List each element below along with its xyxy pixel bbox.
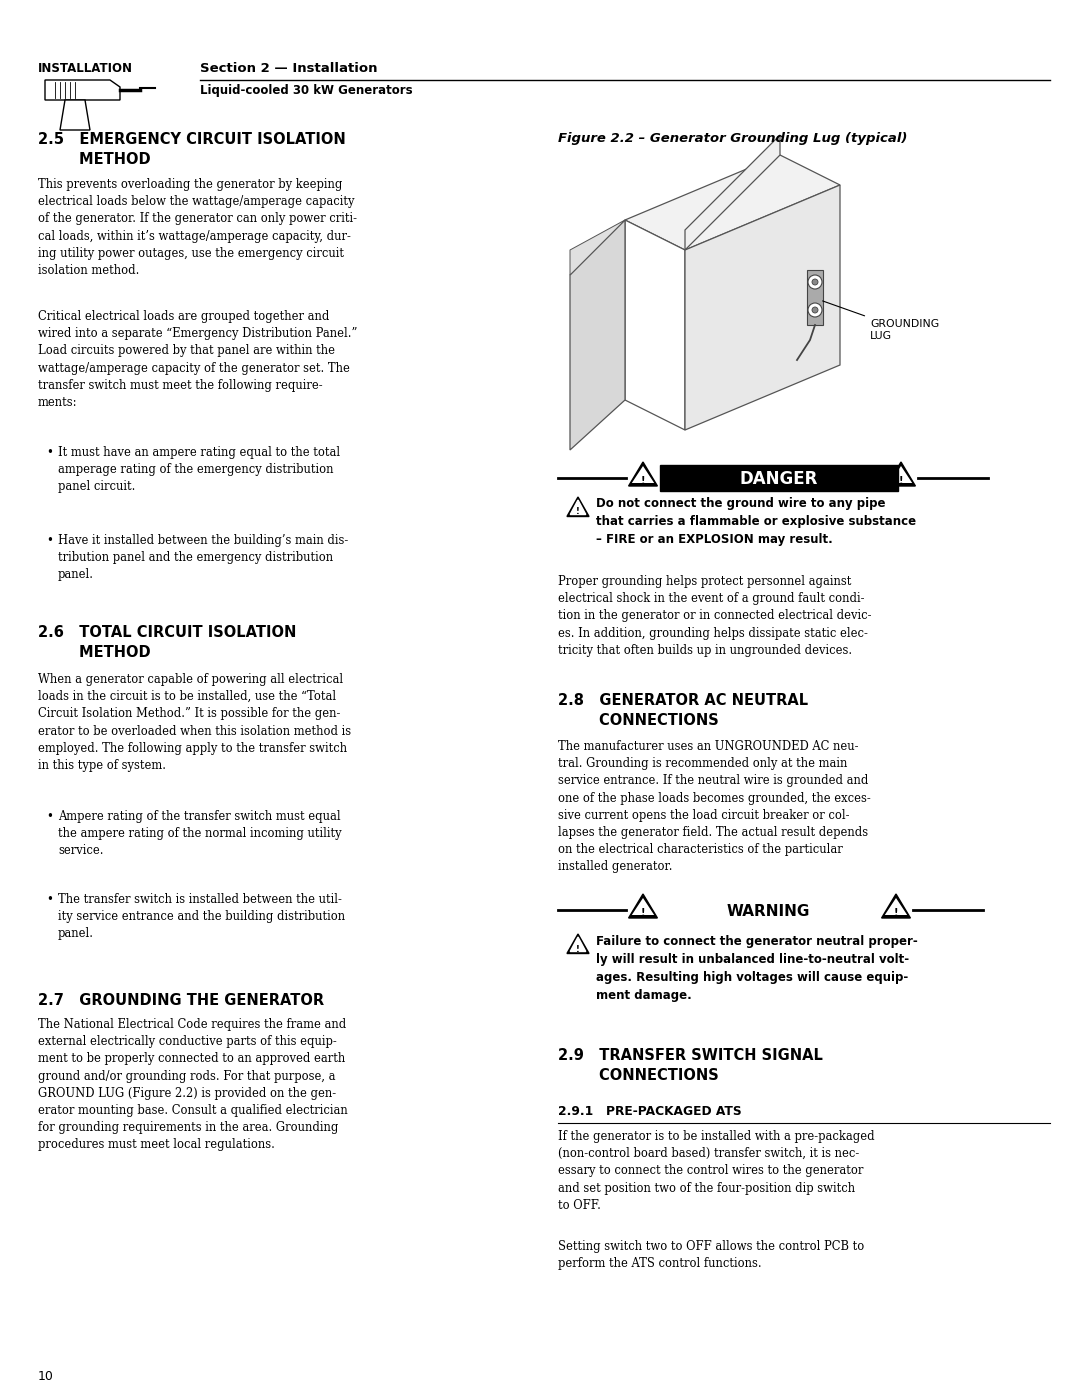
Text: Proper grounding helps protect personnel against
electrical shock in the event o: Proper grounding helps protect personnel…	[558, 576, 872, 657]
Text: Have it installed between the building’s main dis-
tribution panel and the emerg: Have it installed between the building’s…	[58, 534, 348, 581]
Text: •: •	[46, 893, 53, 907]
Text: Ampere rating of the transfer switch must equal
the ampere rating of the normal : Ampere rating of the transfer switch mus…	[58, 810, 341, 858]
Text: CONNECTIONS: CONNECTIONS	[558, 712, 719, 728]
Text: •: •	[46, 534, 53, 548]
Text: 2.9   TRANSFER SWITCH SIGNAL: 2.9 TRANSFER SWITCH SIGNAL	[558, 1048, 823, 1063]
Polygon shape	[632, 898, 654, 915]
Polygon shape	[570, 219, 625, 275]
Text: !: !	[899, 476, 903, 486]
Text: 2.5   EMERGENCY CIRCUIT ISOLATION: 2.5 EMERGENCY CIRCUIT ISOLATION	[38, 131, 346, 147]
Circle shape	[808, 303, 822, 317]
Text: WARNING: WARNING	[727, 904, 810, 919]
Text: !: !	[640, 476, 645, 486]
Text: !: !	[894, 908, 899, 918]
Polygon shape	[629, 462, 658, 486]
Polygon shape	[807, 270, 823, 326]
Polygon shape	[685, 184, 840, 430]
Text: 10: 10	[38, 1370, 54, 1383]
Polygon shape	[60, 101, 90, 130]
Polygon shape	[885, 898, 907, 915]
Polygon shape	[890, 467, 913, 483]
Text: Section 2 — Installation: Section 2 — Installation	[200, 61, 378, 75]
Text: CONNECTIONS: CONNECTIONS	[558, 1067, 719, 1083]
Text: •: •	[46, 446, 53, 460]
Circle shape	[812, 307, 818, 313]
Text: Failure to connect the generator neutral proper-
ly will result in unbalanced li: Failure to connect the generator neutral…	[596, 935, 918, 1002]
Text: 2.8   GENERATOR AC NEUTRAL: 2.8 GENERATOR AC NEUTRAL	[558, 693, 808, 708]
Polygon shape	[570, 937, 585, 951]
Polygon shape	[570, 219, 625, 450]
Text: METHOD: METHOD	[38, 152, 150, 168]
Text: Figure 2.2 – Generator Grounding Lug (typical): Figure 2.2 – Generator Grounding Lug (ty…	[558, 131, 907, 145]
Text: The manufacturer uses an UNGROUNDED AC neu-
tral. Grounding is recommended only : The manufacturer uses an UNGROUNDED AC n…	[558, 740, 870, 873]
Circle shape	[812, 279, 818, 285]
Text: Do not connect the ground wire to any pipe
that carries a flammable or explosive: Do not connect the ground wire to any pi…	[596, 497, 916, 546]
Polygon shape	[632, 467, 654, 483]
Text: GROUNDING
LUG: GROUNDING LUG	[823, 300, 940, 341]
Polygon shape	[887, 462, 916, 486]
Polygon shape	[567, 497, 589, 517]
Polygon shape	[685, 136, 780, 250]
Text: •: •	[46, 810, 53, 823]
Polygon shape	[625, 219, 685, 430]
Polygon shape	[567, 935, 589, 954]
Polygon shape	[570, 500, 585, 514]
Text: DANGER: DANGER	[740, 469, 819, 488]
Polygon shape	[629, 894, 658, 918]
Polygon shape	[45, 80, 120, 101]
Text: This prevents overloading the generator by keeping
electrical loads below the wa: This prevents overloading the generator …	[38, 177, 357, 277]
Polygon shape	[625, 155, 840, 250]
Text: METHOD: METHOD	[38, 645, 150, 659]
Text: The National Electrical Code requires the frame and
external electrically conduc: The National Electrical Code requires th…	[38, 1018, 348, 1151]
Text: If the generator is to be installed with a pre-packaged
(non-control board based: If the generator is to be installed with…	[558, 1130, 875, 1211]
Polygon shape	[881, 894, 910, 918]
Text: 2.7   GROUNDING THE GENERATOR: 2.7 GROUNDING THE GENERATOR	[38, 993, 324, 1009]
Text: When a generator capable of powering all electrical
loads in the circuit is to b: When a generator capable of powering all…	[38, 673, 351, 773]
Text: The transfer switch is installed between the util-
ity service entrance and the : The transfer switch is installed between…	[58, 893, 346, 940]
Text: It must have an ampere rating equal to the total
amperage rating of the emergenc: It must have an ampere rating equal to t…	[58, 446, 340, 493]
Text: !: !	[576, 507, 580, 517]
Text: 2.9.1   PRE-PACKAGED ATS: 2.9.1 PRE-PACKAGED ATS	[558, 1105, 742, 1118]
Text: INSTALLATION: INSTALLATION	[38, 61, 133, 75]
Text: Setting switch two to OFF allows the control PCB to
perform the ATS control func: Setting switch two to OFF allows the con…	[558, 1241, 864, 1270]
Text: Liquid-cooled 30 kW Generators: Liquid-cooled 30 kW Generators	[200, 84, 413, 96]
Text: !: !	[640, 908, 645, 918]
Text: 2.6   TOTAL CIRCUIT ISOLATION: 2.6 TOTAL CIRCUIT ISOLATION	[38, 624, 296, 640]
Text: Critical electrical loads are grouped together and
wired into a separate “Emerge: Critical electrical loads are grouped to…	[38, 310, 357, 409]
Circle shape	[808, 275, 822, 289]
Text: !: !	[576, 944, 580, 954]
Bar	[660, 465, 897, 490]
